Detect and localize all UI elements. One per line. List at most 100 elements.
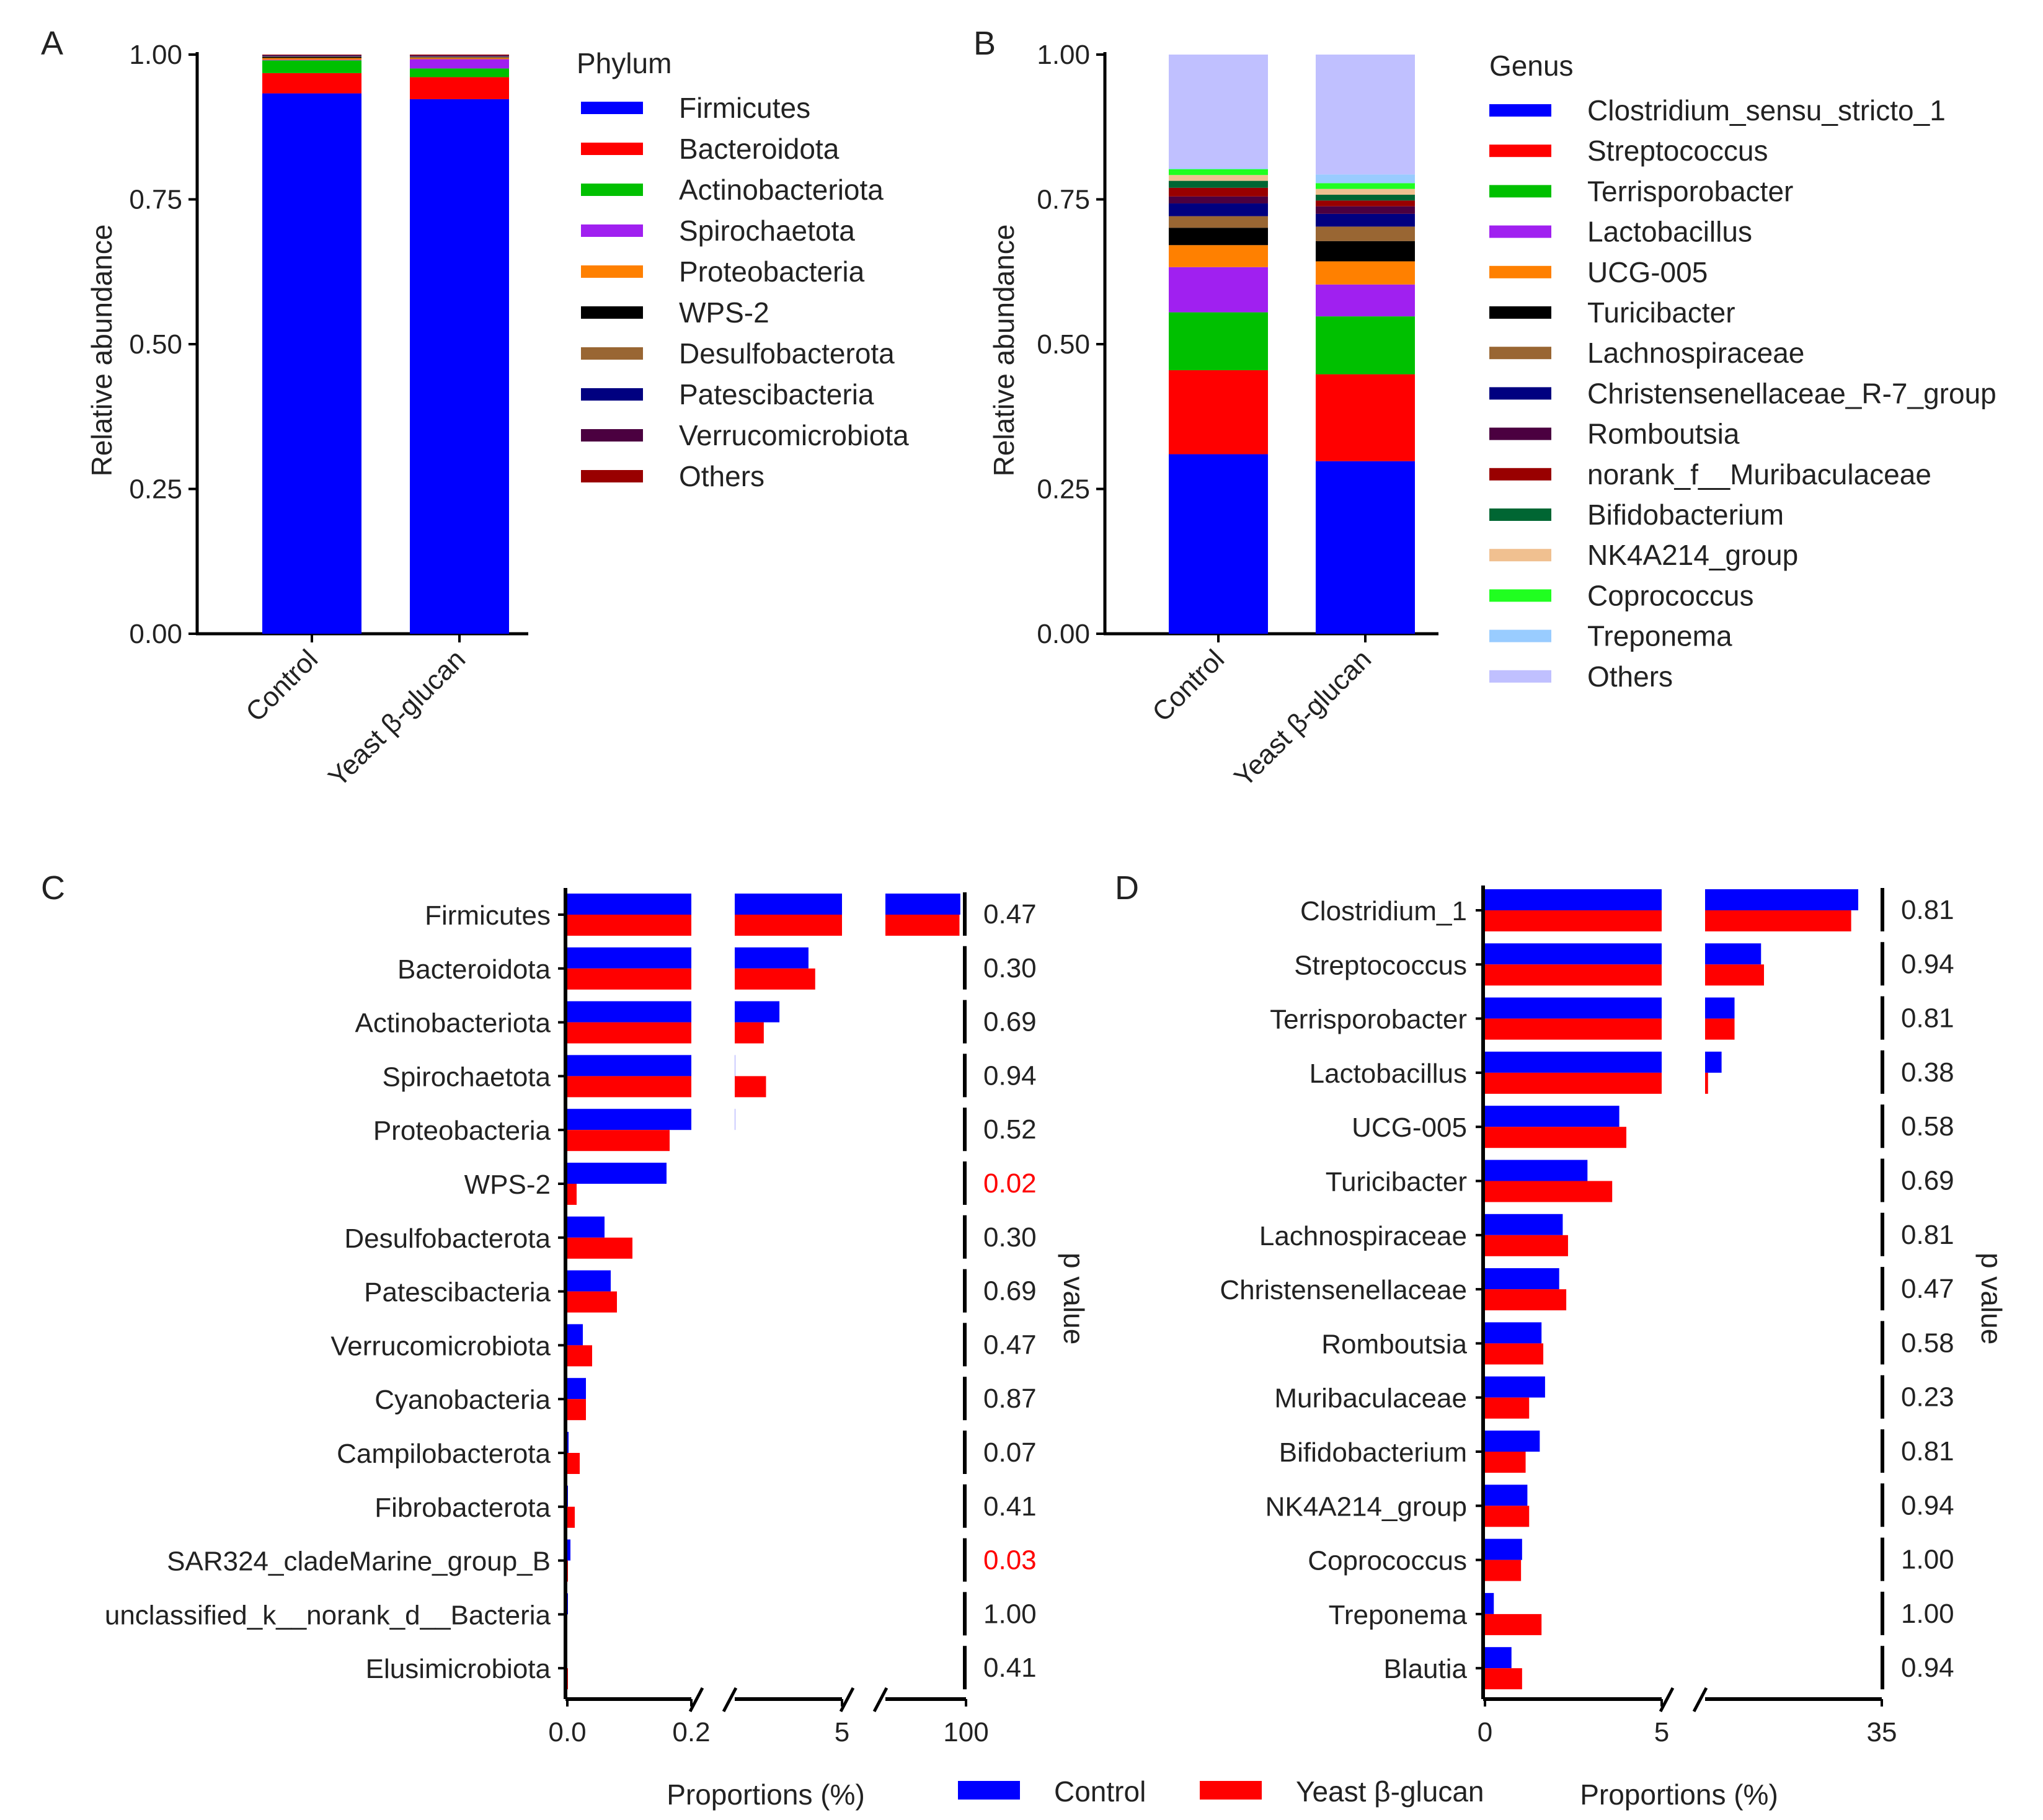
chart_d-category-label-5: Turicibacter <box>1326 1167 1467 1197</box>
chart_c-bar-yeast-6-0 <box>567 1237 632 1259</box>
chart_a-bar-0-0 <box>262 93 361 634</box>
chart_c-bar-control-0-2 <box>885 894 960 915</box>
panel-d-pvalue-title: p value <box>1975 1253 2008 1344</box>
chart_a-bar-0-4 <box>262 58 361 60</box>
chart_d-pvalue-7: 0.47 <box>1901 1274 1954 1304</box>
chart_a-legend-label-6: Desulfobacterota <box>679 337 895 370</box>
chart_c-bar-yeast-5-0 <box>567 1184 577 1205</box>
chart_d-axis-break-start-1 <box>1692 1687 1708 1713</box>
chart_a-legend-label-8: Verrucomicrobiota <box>679 419 909 451</box>
chart_c-bar-yeast-7-0 <box>567 1291 617 1313</box>
chart_d-bar-control-5-0 <box>1485 1160 1588 1181</box>
chart_d-bar-control-3-1 <box>1705 1051 1722 1073</box>
chart_a-bar-0-5 <box>262 56 361 58</box>
chart_a-y-tick-label: 0.00 <box>129 619 182 649</box>
chart_d-bar-yeast-14-0 <box>1485 1668 1522 1690</box>
chart_a-bar-0-6 <box>262 56 361 57</box>
panel-c-pvalue-title: p value <box>1058 1253 1090 1344</box>
chart_c-bar-control-0-1 <box>735 894 842 915</box>
chart_d-bar-yeast-10-0 <box>1485 1452 1526 1473</box>
chart_d-bar-yeast-12-0 <box>1485 1560 1522 1581</box>
chart_a-bar-0-8 <box>262 55 361 56</box>
chart_a-legend-swatch-8 <box>581 429 643 442</box>
chart_a-legend-label-9: Others <box>679 460 764 492</box>
chart_b-bar-1-6 <box>1316 226 1415 241</box>
chart_c-bar-yeast-0-1 <box>735 915 842 936</box>
chart_d-category-label-2: Terrisporobacter <box>1270 1005 1467 1035</box>
chart_d-bar-control-13-0 <box>1485 1592 1494 1614</box>
chart_d-pvalue-1: 0.94 <box>1901 949 1954 979</box>
chart_c-bar-control-7-0 <box>567 1270 611 1292</box>
chart_b-legend-swatch-6 <box>1489 347 1551 360</box>
chart_d-pvalue-3: 0.38 <box>1901 1057 1954 1088</box>
chart_d-bar-yeast-8-0 <box>1485 1343 1544 1365</box>
chart_d-category-label-4: UCG-005 <box>1352 1112 1467 1143</box>
chart_b-bar-1-12 <box>1316 183 1415 189</box>
chart_d-pvalue-5: 0.69 <box>1901 1166 1954 1196</box>
chart_d-bar-control-2-0 <box>1485 997 1662 1019</box>
chart_c-x-tick-label: 0.2 <box>672 1717 710 1747</box>
chart_d-bar-control-6-0 <box>1485 1214 1563 1235</box>
chart_a-y-tick-label: 0.25 <box>129 474 182 505</box>
panel-a-ylabel: Relative abundance <box>86 224 118 477</box>
chart_b-legend-label-14: Others <box>1587 660 1673 693</box>
chart_b-legend-swatch-8 <box>1489 427 1551 440</box>
chart_b-y-tick-label: 0.25 <box>1037 474 1090 505</box>
chart_c-pvalue-0: 0.47 <box>983 899 1037 930</box>
chart_a-y-tick-label: 1.00 <box>129 40 182 70</box>
chart_c-category-label-9: Cyanobacteria <box>374 1385 551 1415</box>
chart_c-category-label-4: Proteobacteria <box>373 1116 551 1146</box>
chart_b-legend-swatch-12 <box>1489 589 1551 602</box>
chart_b-x-tick-label: Control <box>1146 644 1230 727</box>
panel-d-xlabel: Proportions (%) <box>1580 1778 1778 1811</box>
chart_b-legend-label-3: Lactobacillus <box>1587 216 1752 248</box>
chart_d-pvalue-14: 0.94 <box>1901 1653 1954 1683</box>
chart_b-bar-1-11 <box>1316 189 1415 195</box>
chart_c-bar-yeast-11-0 <box>567 1506 575 1528</box>
chart_d-bar-control-9-0 <box>1485 1376 1545 1398</box>
panel-a-legend-title: Phylum <box>577 47 671 79</box>
chart_d-pvalue-2: 0.81 <box>1901 1003 1954 1034</box>
chart_a-legend-swatch-6 <box>581 347 643 360</box>
chart_a-y-tick-label: 0.75 <box>129 185 182 215</box>
chart_c-pvalue-7: 0.69 <box>983 1276 1037 1307</box>
chart_a-bar-1-8 <box>410 55 509 56</box>
legend-yeast-label: Yeast β-glucan <box>1296 1775 1484 1808</box>
chart_b-y-tick-label: 0.00 <box>1037 619 1090 649</box>
chart_a-bar-0-2 <box>262 60 361 73</box>
chart_a-legend-label-3: Spirochaetota <box>679 215 855 247</box>
chart_d-pvalue-4: 0.58 <box>1901 1111 1954 1142</box>
chart_a-legend-swatch-7 <box>581 388 643 401</box>
chart_b-bar-0-5 <box>1169 228 1268 246</box>
chart_a-bar-1-1 <box>410 77 509 99</box>
chart_b-bar-0-11 <box>1169 175 1268 181</box>
chart_d-pvalue-11: 0.94 <box>1901 1490 1954 1520</box>
chart_d-pvalue-13: 1.00 <box>1901 1599 1954 1629</box>
chart_b-legend-label-11: NK4A214_group <box>1587 539 1798 571</box>
chart_a-legend-swatch-4 <box>581 265 643 278</box>
chart_c-bar-yeast-1-0 <box>567 968 691 990</box>
chart_c-pvalue-12: 0.03 <box>983 1545 1037 1576</box>
chart_c-bar-yeast-3-1 <box>735 1076 766 1098</box>
chart_b-bar-0-3 <box>1169 267 1268 313</box>
chart_a-legend-swatch-0 <box>581 102 643 114</box>
chart_c-x-tick-label: 5 <box>835 1717 849 1747</box>
chart_c-bar-control-2-1 <box>735 1001 780 1023</box>
chart_c-pvalue-14: 0.41 <box>983 1653 1037 1683</box>
chart_b-bar-0-8 <box>1169 196 1268 204</box>
chart_d-category-label-10: Bifidobacterium <box>1279 1437 1467 1468</box>
chart_c-pvalue-5: 0.02 <box>983 1168 1037 1199</box>
chart_c-bar-yeast-3-0 <box>567 1076 691 1098</box>
legend-control-swatch <box>958 1781 1020 1800</box>
chart_d-bar-control-2-1 <box>1705 997 1735 1019</box>
chart_a-legend-swatch-2 <box>581 184 643 196</box>
chart_b-bar-0-10 <box>1169 180 1268 188</box>
chart_b-bar-1-14 <box>1316 55 1415 175</box>
chart_d-bar-yeast-4-0 <box>1485 1127 1626 1148</box>
chart_a-legend-label-7: Patescibacteria <box>679 378 874 411</box>
chart_c-bar-control-12-0 <box>567 1539 570 1561</box>
panel-c-xlabel: Proportions (%) <box>667 1778 865 1811</box>
chart_b-bar-1-2 <box>1316 316 1415 375</box>
chart_c-pvalue-8: 0.47 <box>983 1329 1037 1360</box>
